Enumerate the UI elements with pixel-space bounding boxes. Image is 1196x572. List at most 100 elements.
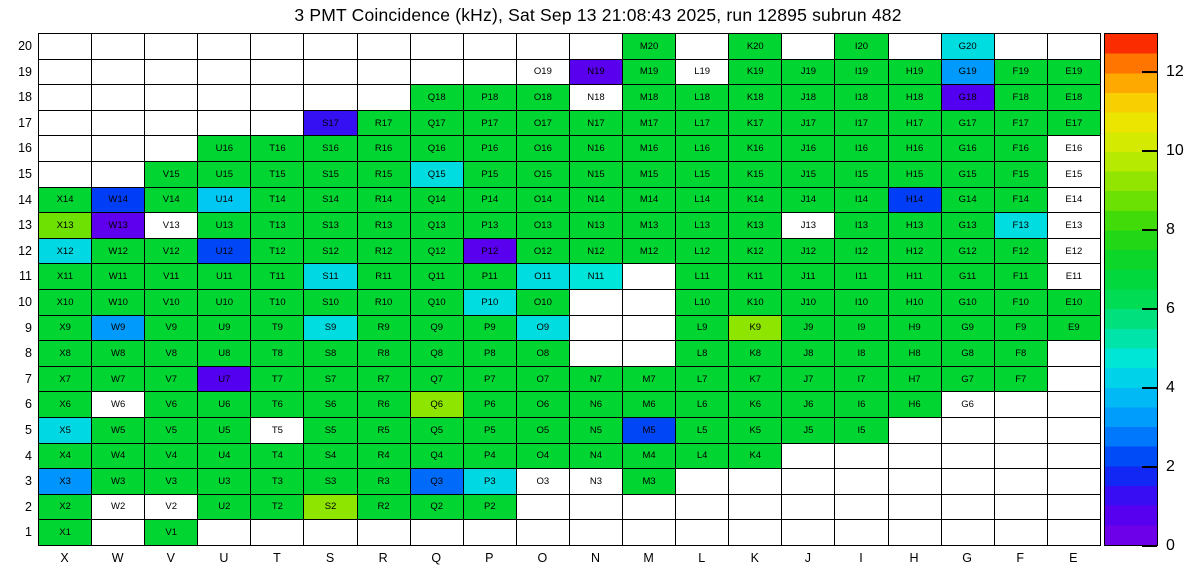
heatmap-cell <box>39 85 93 111</box>
heatmap-cell <box>251 85 305 111</box>
heatmap-cell: E17 <box>1047 110 1101 137</box>
heatmap-cell <box>782 520 836 546</box>
heatmap-cell <box>39 59 93 86</box>
heatmap-cell: I14 <box>835 187 889 214</box>
heatmap-cell: F8 <box>994 341 1048 367</box>
heatmap-cell: G10 <box>941 289 995 316</box>
heatmap-cell: M14 <box>623 187 677 214</box>
heatmap-cell <box>569 289 624 316</box>
heatmap-cell: P12 <box>463 238 517 265</box>
heatmap-cell: U16 <box>198 136 252 162</box>
heatmap-cell <box>410 520 464 546</box>
heatmap-cell: L17 <box>676 110 730 137</box>
heatmap-cell: P17 <box>463 110 517 137</box>
heatmap-cell: E11 <box>1047 264 1101 290</box>
heatmap-cell: O19 <box>516 59 570 86</box>
heatmap-cell: W11 <box>92 264 146 290</box>
heatmap-cell: X3 <box>39 469 93 495</box>
heatmap-cell: R10 <box>357 289 411 316</box>
heatmap-cell: N12 <box>569 238 624 265</box>
heatmap-cell <box>623 289 677 316</box>
heatmap-cell: I10 <box>835 289 889 316</box>
heatmap-cell <box>92 161 146 188</box>
heatmap-cell: N11 <box>569 264 624 290</box>
heatmap-cell <box>676 520 730 546</box>
heatmap-cell: F13 <box>994 213 1048 239</box>
heatmap-cell: X13 <box>39 213 93 239</box>
heatmap-cell: V14 <box>145 187 199 214</box>
heatmap-cell: X8 <box>39 341 93 367</box>
heatmap-cell: N3 <box>569 469 624 495</box>
y-axis-label: 15 <box>18 166 32 181</box>
heatmap-cell: W4 <box>92 443 146 470</box>
heatmap-cell: W7 <box>92 366 146 393</box>
heatmap-cell: Q2 <box>410 494 464 521</box>
y-axis-label: 2 <box>25 499 32 514</box>
heatmap-cell <box>994 469 1048 495</box>
heatmap-cell <box>1047 443 1101 470</box>
heatmap-cell: E19 <box>1047 59 1101 86</box>
y-axis: 20 19 18 17 16 15 14 13 12 11 10 9 8 7 6 5 4 3 2 1 <box>0 34 32 546</box>
heatmap-cell: Q10 <box>410 289 464 316</box>
heatmap-cell: V7 <box>145 366 199 393</box>
heatmap-cell: J6 <box>782 392 836 418</box>
heatmap-cell: S14 <box>304 187 358 214</box>
heatmap-cell: G7 <box>941 366 995 393</box>
heatmap-cell: K6 <box>729 392 783 418</box>
heatmap-cell <box>888 34 942 60</box>
heatmap-cell: U6 <box>198 392 252 418</box>
heatmap-cell: S3 <box>304 469 358 495</box>
heatmap-cell: G18 <box>941 85 995 111</box>
heatmap-cell: G13 <box>941 213 995 239</box>
heatmap-cell <box>516 520 570 546</box>
heatmap-cell <box>1047 469 1101 495</box>
heatmap-cell <box>1047 366 1101 393</box>
y-axis-label: 7 <box>25 371 32 386</box>
heatmap-cell: P8 <box>463 341 517 367</box>
heatmap-cell: X14 <box>39 187 93 214</box>
heatmap-cell <box>623 520 677 546</box>
heatmap-cell <box>782 494 836 521</box>
heatmap-cell: F14 <box>994 187 1048 214</box>
heatmap-cell: R15 <box>357 161 411 188</box>
heatmap-cell: K19 <box>729 59 783 86</box>
heatmap-cell: Q17 <box>410 110 464 137</box>
colorbar-gradient <box>1105 34 1157 545</box>
heatmap-cell: S15 <box>304 161 358 188</box>
heatmap-cell: O8 <box>516 341 570 367</box>
heatmap-cell: J8 <box>782 341 836 367</box>
heatmap-cell <box>941 417 995 444</box>
y-axis-label: 20 <box>18 39 32 53</box>
heatmap-cell: V6 <box>145 392 199 418</box>
heatmap-cell: F19 <box>994 59 1048 86</box>
heatmap-cell: T3 <box>251 469 305 495</box>
colorbar-tick <box>1142 150 1157 153</box>
heatmap-cell: I5 <box>835 417 889 444</box>
heatmap-cell: X4 <box>39 443 93 470</box>
heatmap-cell: J11 <box>782 264 836 290</box>
heatmap-cell: K16 <box>729 136 783 162</box>
heatmap-cell: T10 <box>251 289 305 316</box>
heatmap-cell: N19 <box>569 59 624 86</box>
heatmap-cell <box>569 520 624 546</box>
y-axis-label: 11 <box>19 269 32 284</box>
x-axis-label: I <box>859 551 863 565</box>
heatmap-cell: P14 <box>463 187 517 214</box>
heatmap-cell: K7 <box>729 366 783 393</box>
heatmap-cell: O11 <box>516 264 570 290</box>
heatmap-cell: U8 <box>198 341 252 367</box>
heatmap-cell: J13 <box>782 213 836 239</box>
heatmap-cell: M5 <box>623 417 677 444</box>
heatmap-cell: V3 <box>145 469 199 495</box>
heatmap-cell <box>304 520 358 546</box>
x-axis-label: W <box>111 551 124 565</box>
heatmap-cell: R14 <box>357 187 411 214</box>
heatmap-cell <box>39 161 93 188</box>
heatmap-cell <box>729 469 783 495</box>
heatmap-cell: H16 <box>888 136 942 162</box>
heatmap-cell: H8 <box>888 341 942 367</box>
heatmap-cell: O7 <box>516 366 570 393</box>
heatmap-cell: O3 <box>516 469 570 495</box>
heatmap-cell: I11 <box>835 264 889 290</box>
